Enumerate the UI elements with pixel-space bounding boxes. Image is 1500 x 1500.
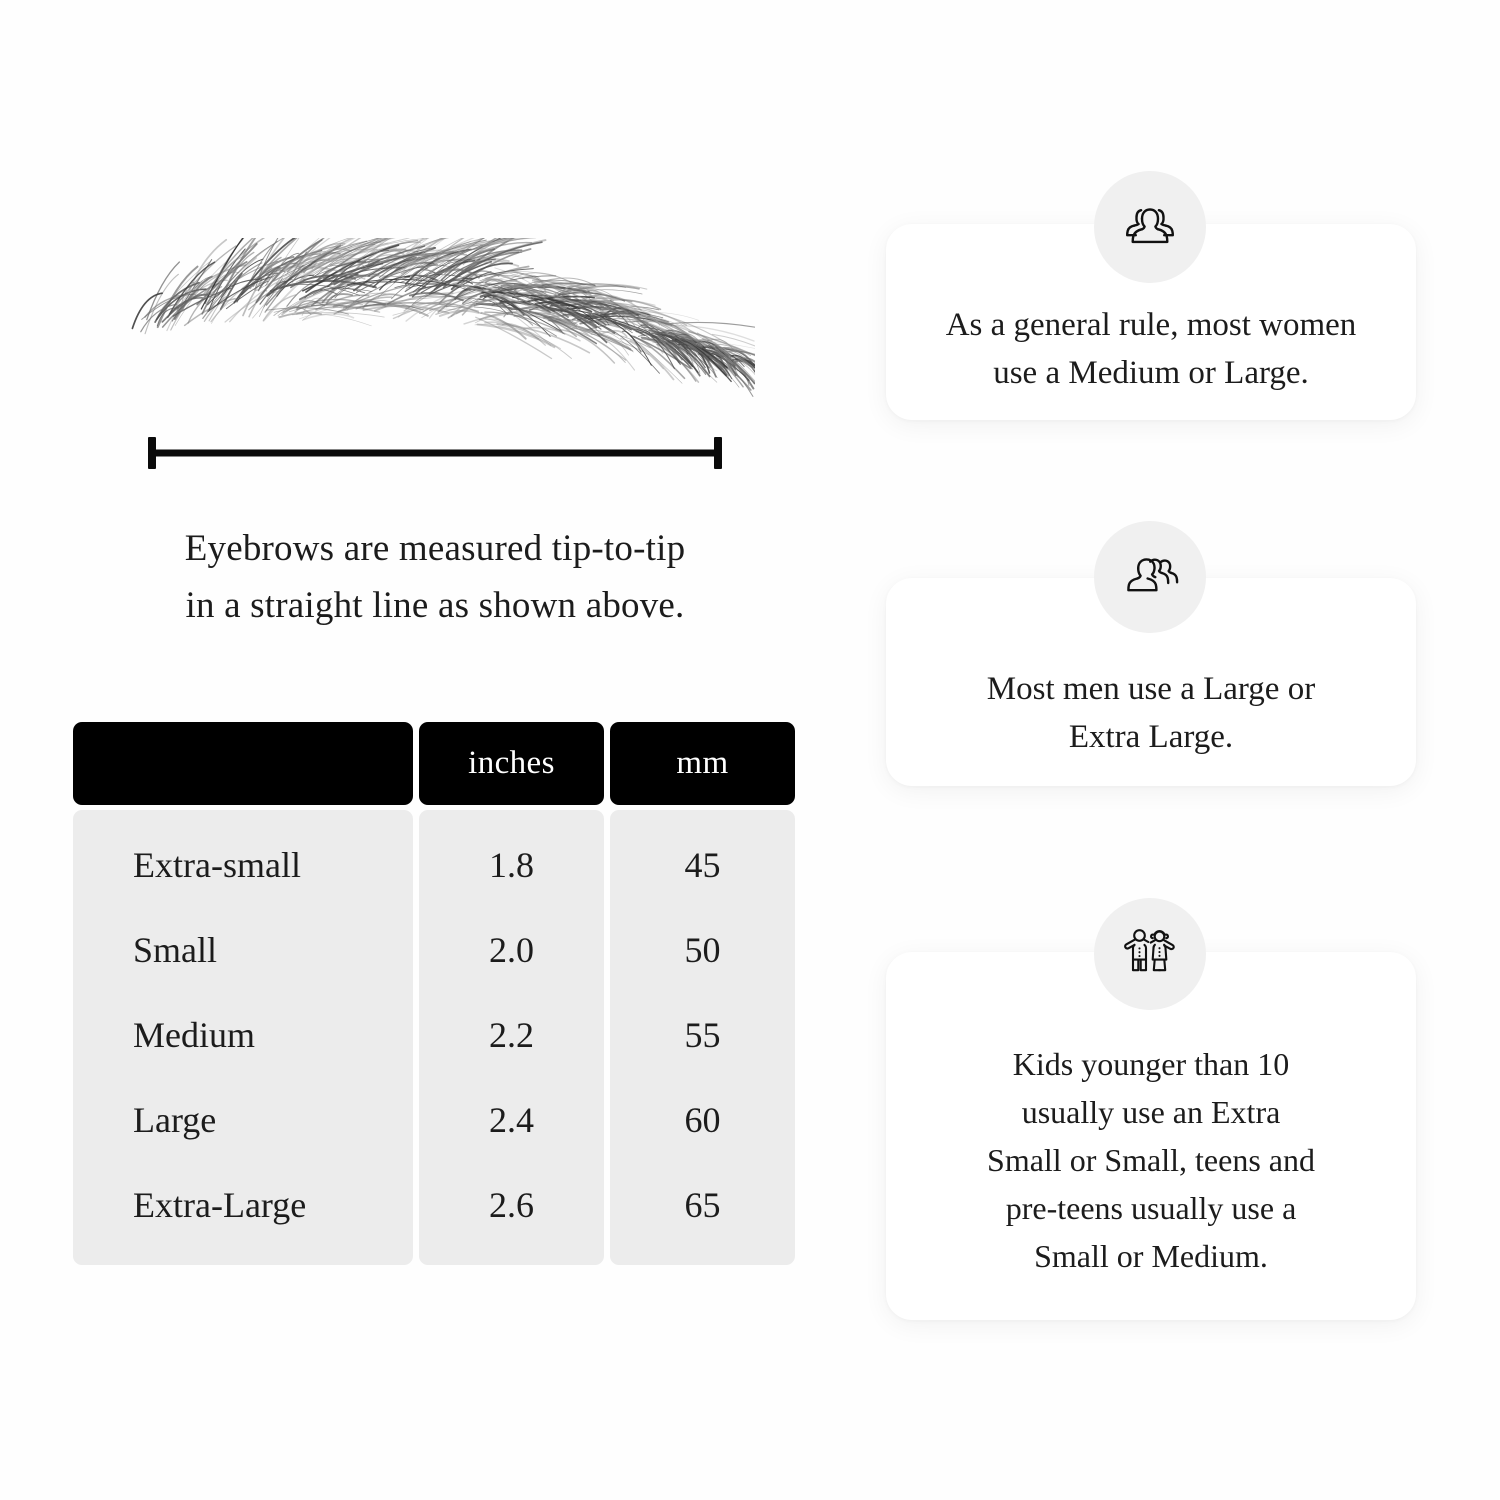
measurement-panel: Eyebrows are measured tip-to-tip in a st… bbox=[70, 238, 800, 1265]
table-cell-inches: 1.8 bbox=[489, 844, 534, 885]
table-cell-mm: 50 bbox=[684, 929, 721, 970]
size-chart-table: inches mm Extra-small Small Medium Large… bbox=[73, 722, 795, 1265]
advice-line: pre-teens usually use a bbox=[1005, 1190, 1297, 1226]
table-cell-size: Extra-Large bbox=[133, 1184, 307, 1225]
table-cell-mm: 60 bbox=[684, 1099, 721, 1140]
table-header-size bbox=[73, 722, 413, 805]
table-cell-mm: 55 bbox=[684, 1014, 721, 1055]
table-cell-mm: 65 bbox=[684, 1184, 721, 1225]
advice-line: Small or Medium. bbox=[1034, 1238, 1268, 1274]
table-header-row: inches mm bbox=[73, 722, 795, 805]
advice-line: use a Medium or Large. bbox=[993, 354, 1309, 391]
advice-line: Small or Small, teens and bbox=[987, 1142, 1315, 1178]
table-column-mm: 45 50 55 60 65 bbox=[610, 810, 795, 1265]
table-column-size: Extra-small Small Medium Large Extra-Lar… bbox=[73, 810, 413, 1265]
advice-line: usually use an Extra bbox=[1021, 1094, 1281, 1130]
three-women-group-icon bbox=[1094, 171, 1206, 283]
advice-line: Most men use a Large or bbox=[986, 671, 1316, 707]
table-cell-size: Medium bbox=[133, 1014, 255, 1055]
table-cell-inches: 2.4 bbox=[489, 1099, 534, 1140]
advice-card-kids: Kids younger than 10 usually use an Extr… bbox=[886, 952, 1416, 1320]
advice-card-men-text: Most men use a Large or Extra Large. bbox=[886, 666, 1416, 762]
tip-to-tip-measure-bar bbox=[140, 432, 730, 472]
advice-line: Kids younger than 10 bbox=[1012, 1046, 1290, 1082]
advice-card-women-text: As a general rule, most women use a Medi… bbox=[886, 302, 1416, 398]
table-cell-size: Small bbox=[133, 929, 218, 970]
table-body: Extra-small Small Medium Large Extra-Lar… bbox=[73, 810, 795, 1265]
advice-card-kids-text: Kids younger than 10 usually use an Extr… bbox=[886, 1040, 1416, 1280]
table-cell-size: Large bbox=[133, 1099, 217, 1140]
table-cell-inches: 2.2 bbox=[489, 1014, 534, 1055]
table-cell-inches: 2.0 bbox=[489, 929, 534, 970]
measurement-caption: Eyebrows are measured tip-to-tip in a st… bbox=[70, 520, 800, 635]
caption-line-1: Eyebrows are measured tip-to-tip bbox=[184, 528, 686, 569]
three-men-group-icon bbox=[1094, 521, 1206, 633]
caption-line-2: in a straight line as shown above. bbox=[185, 585, 685, 627]
table-column-inches: 1.8 2.0 2.2 2.4 2.6 bbox=[419, 810, 604, 1265]
table-cell-inches: 2.6 bbox=[489, 1184, 534, 1225]
two-children-icon bbox=[1094, 898, 1206, 1010]
advice-line: Extra Large. bbox=[1068, 718, 1234, 755]
table-cell-size: Extra-small bbox=[133, 844, 301, 885]
table-cell-mm: 45 bbox=[684, 844, 721, 885]
table-header-mm: mm bbox=[610, 722, 795, 805]
table-header-inches: inches bbox=[419, 722, 604, 805]
eyebrow-illustration bbox=[115, 238, 755, 438]
advice-line: As a general rule, most women bbox=[945, 307, 1357, 343]
